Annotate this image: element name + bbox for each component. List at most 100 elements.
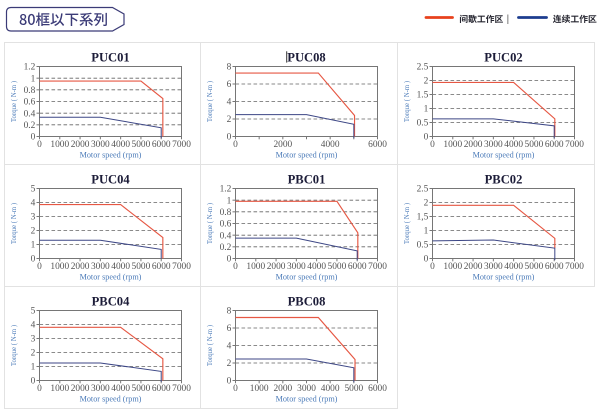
svg-text:2.5: 2.5 [417, 185, 429, 195]
svg-text:7000: 7000 [368, 262, 387, 272]
svg-text:3000: 3000 [91, 140, 110, 150]
svg-text:Torque ( N-m ): Torque ( N-m ) [404, 203, 411, 244]
svg-text:Motor speed (rpm): Motor speed (rpm) [80, 273, 142, 282]
svg-text:0.8: 0.8 [24, 86, 36, 96]
svg-text:PBC02: PBC02 [485, 173, 523, 187]
svg-text:6000: 6000 [368, 384, 387, 394]
svg-text:1.2: 1.2 [24, 63, 36, 73]
svg-text:0: 0 [233, 262, 238, 272]
svg-text:2: 2 [227, 359, 232, 369]
svg-text:4000: 4000 [321, 140, 340, 150]
svg-text:Motor speed (rpm): Motor speed (rpm) [276, 395, 338, 404]
svg-text:2000: 2000 [267, 262, 286, 272]
svg-text:Torque ( N-m ): Torque ( N-m ) [11, 325, 18, 366]
svg-text:0.4: 0.4 [24, 109, 36, 119]
svg-text:1: 1 [424, 105, 429, 115]
svg-text:2000: 2000 [71, 140, 90, 150]
svg-text:3000: 3000 [91, 384, 110, 394]
svg-text:5000: 5000 [525, 140, 544, 150]
svg-text:Motor speed (rpm): Motor speed (rpm) [276, 273, 338, 282]
svg-text:5000: 5000 [132, 262, 151, 272]
svg-text:1000: 1000 [443, 262, 462, 272]
svg-text:6000: 6000 [348, 262, 367, 272]
svg-text:PBC08: PBC08 [288, 295, 326, 309]
svg-text:6000: 6000 [152, 140, 171, 150]
svg-text:0: 0 [37, 262, 42, 272]
svg-text:3: 3 [31, 335, 36, 345]
svg-text:7000: 7000 [172, 140, 191, 150]
svg-text:0.8: 0.8 [220, 208, 232, 218]
svg-text:0: 0 [430, 140, 435, 150]
svg-text:2: 2 [31, 349, 36, 359]
svg-text:6000: 6000 [152, 262, 171, 272]
svg-text:|: | [507, 13, 510, 25]
svg-text:6000: 6000 [152, 384, 171, 394]
svg-text:0.2: 0.2 [24, 121, 36, 131]
svg-text:Motor speed (rpm): Motor speed (rpm) [80, 151, 142, 160]
svg-text:7000: 7000 [172, 384, 191, 394]
svg-text:0.6: 0.6 [24, 98, 36, 108]
svg-text:4000: 4000 [504, 262, 523, 272]
svg-text:6000: 6000 [368, 140, 387, 150]
svg-text:Torque ( N-m ): Torque ( N-m ) [207, 203, 214, 244]
svg-text:PUC02: PUC02 [484, 51, 522, 65]
svg-text:4000: 4000 [111, 262, 130, 272]
svg-text:2: 2 [424, 199, 429, 209]
svg-text:3000: 3000 [287, 262, 306, 272]
svg-text:4000: 4000 [307, 262, 326, 272]
svg-text:PUC01: PUC01 [91, 51, 129, 65]
svg-text:PUC04: PUC04 [91, 173, 130, 187]
svg-text:0: 0 [424, 255, 429, 265]
svg-text:2000: 2000 [71, 262, 90, 272]
svg-text:7000: 7000 [172, 262, 191, 272]
svg-text:2000: 2000 [273, 140, 292, 150]
svg-text:1.2: 1.2 [220, 185, 232, 195]
svg-text:4: 4 [227, 98, 232, 108]
svg-text:4000: 4000 [504, 140, 523, 150]
svg-text:1: 1 [31, 363, 36, 373]
svg-text:4: 4 [31, 199, 36, 209]
svg-text:1000: 1000 [443, 140, 462, 150]
svg-text:5000: 5000 [525, 262, 544, 272]
svg-text:6000: 6000 [545, 262, 564, 272]
svg-text:0: 0 [37, 140, 42, 150]
svg-text:0: 0 [227, 377, 232, 387]
svg-text:6000: 6000 [545, 140, 564, 150]
svg-text:Motor speed (rpm): Motor speed (rpm) [80, 395, 142, 404]
svg-text:3000: 3000 [297, 384, 316, 394]
svg-text:6: 6 [227, 324, 232, 334]
svg-text:Motor speed (rpm): Motor speed (rpm) [473, 151, 535, 160]
svg-text:8: 8 [227, 63, 232, 73]
svg-text:0: 0 [31, 255, 36, 265]
svg-text:1: 1 [31, 74, 36, 84]
svg-text:3000: 3000 [91, 262, 110, 272]
svg-text:0.5: 0.5 [417, 119, 429, 129]
svg-text:1000: 1000 [50, 384, 69, 394]
svg-text:2000: 2000 [273, 384, 292, 394]
svg-text:0: 0 [227, 255, 232, 265]
svg-text:Torque ( N-m ): Torque ( N-m ) [207, 325, 214, 366]
svg-text:Motor speed (rpm): Motor speed (rpm) [473, 273, 535, 282]
svg-text:4: 4 [227, 342, 232, 352]
svg-text:3: 3 [31, 213, 36, 223]
svg-text:PBC04: PBC04 [92, 295, 130, 309]
svg-text:1: 1 [424, 227, 429, 237]
svg-text:Torque ( N-m ): Torque ( N-m ) [404, 81, 411, 122]
svg-text:5: 5 [31, 307, 36, 317]
svg-text:0: 0 [424, 133, 429, 143]
svg-text:Torque ( N-m ): Torque ( N-m ) [11, 81, 18, 122]
svg-text:7000: 7000 [565, 140, 584, 150]
svg-text:8: 8 [227, 307, 232, 317]
svg-text:0.4: 0.4 [220, 231, 232, 241]
svg-text:0: 0 [37, 384, 42, 394]
svg-text:2000: 2000 [464, 140, 483, 150]
svg-text:2: 2 [227, 115, 232, 125]
svg-text:1000: 1000 [50, 262, 69, 272]
svg-text:1.5: 1.5 [417, 91, 429, 101]
svg-text:4000: 4000 [111, 140, 130, 150]
svg-text:Torque ( N-m ): Torque ( N-m ) [11, 203, 18, 244]
svg-text:Motor speed (rpm): Motor speed (rpm) [276, 151, 338, 160]
svg-text:1: 1 [31, 241, 36, 251]
svg-text:0: 0 [227, 133, 232, 143]
svg-text:1000: 1000 [250, 384, 269, 394]
